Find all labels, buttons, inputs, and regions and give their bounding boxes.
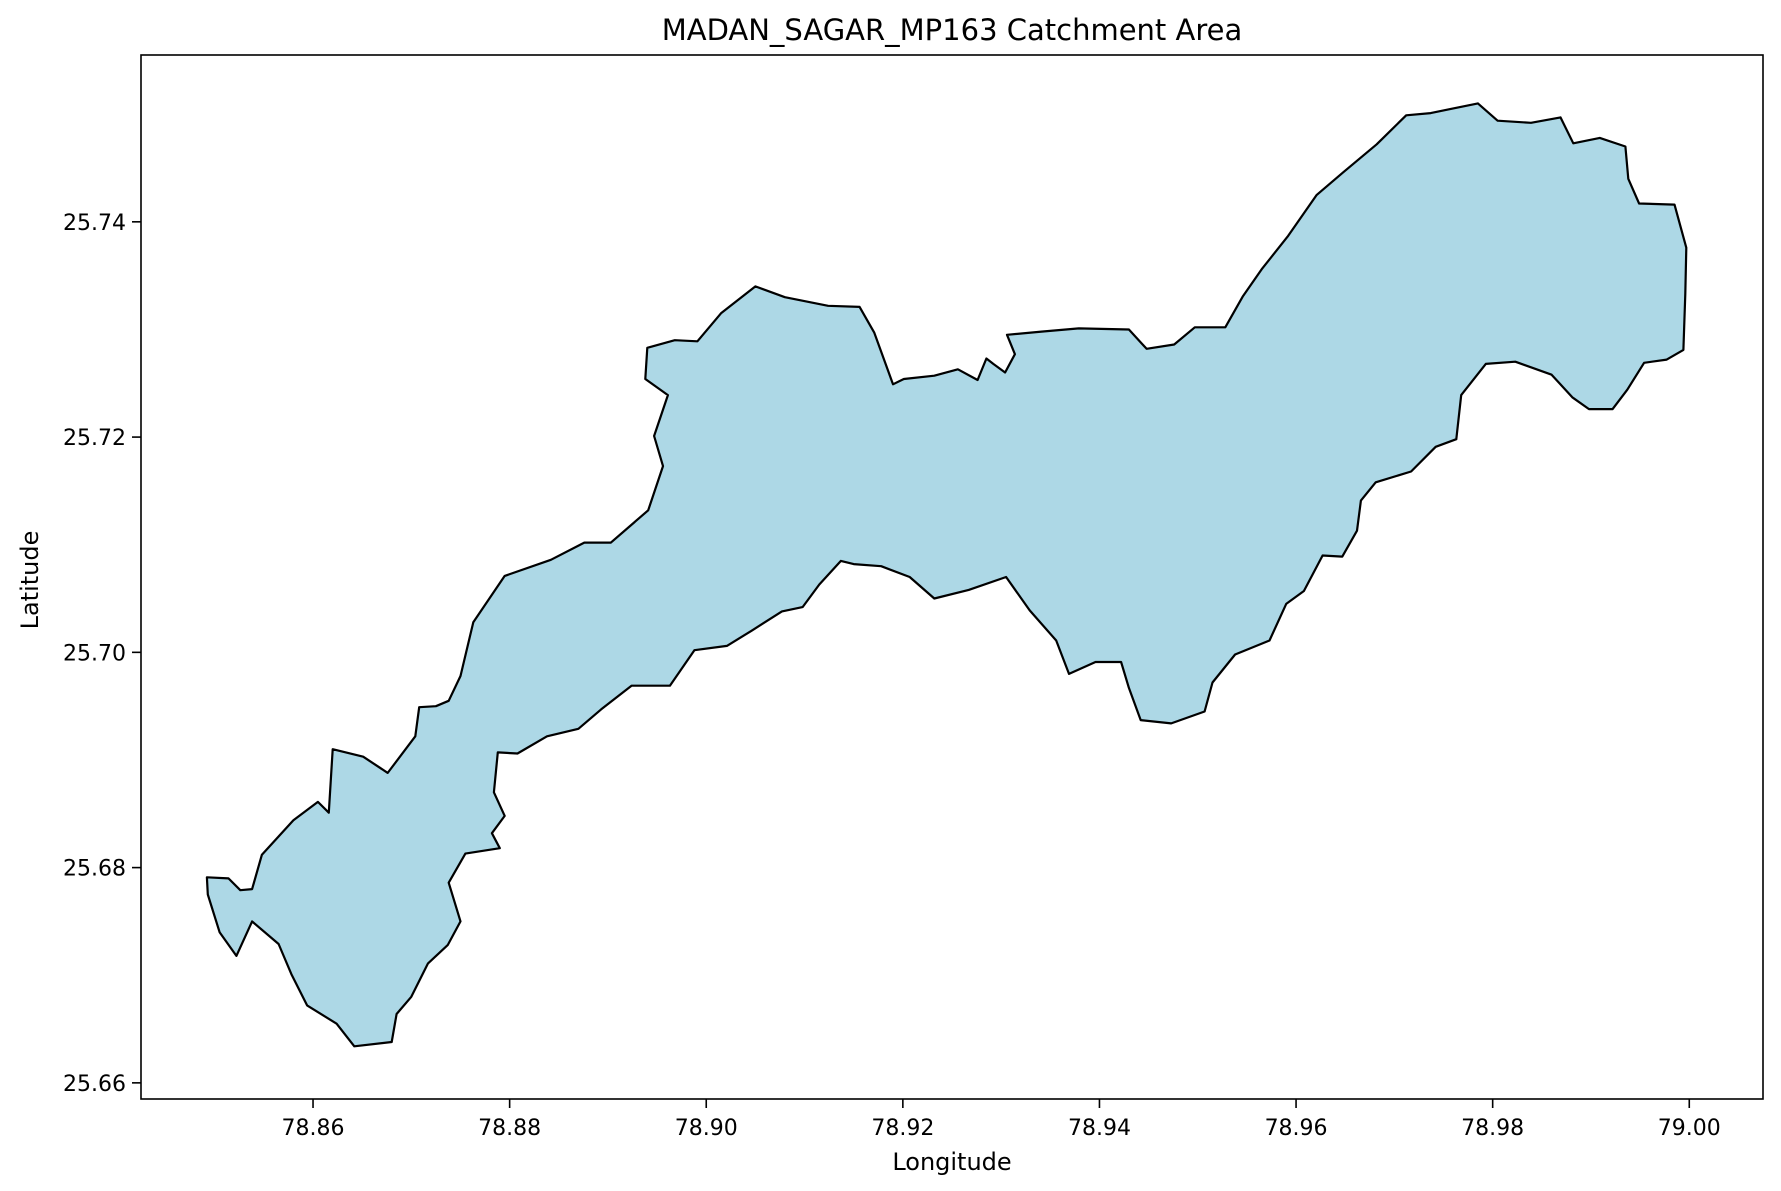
- catchment-polygon: [205, 102, 1688, 1048]
- x-tick-label: 78.98: [1461, 1116, 1524, 1141]
- x-axis: 78.86 78.88 78.90 78.92 78.94 78.96 78.98 79.00: [282, 1099, 1721, 1141]
- chart-title: MADAN_SAGAR_MP163 Catchment Area: [662, 13, 1243, 47]
- y-axis-label: Latitude: [16, 531, 44, 630]
- y-tick-label: 25.72: [63, 426, 126, 451]
- x-tick-label: 78.88: [478, 1116, 541, 1141]
- x-tick-label: 78.86: [282, 1116, 345, 1141]
- y-tick-label: 25.66: [63, 1072, 126, 1097]
- plot-frame: [140, 54, 1764, 1100]
- x-tick-label: 78.90: [675, 1116, 738, 1141]
- y-tick-label: 25.74: [63, 211, 126, 236]
- plot-area: [140, 54, 1764, 1100]
- x-tick-label: 78.92: [871, 1116, 934, 1141]
- x-tick-label: 79.00: [1658, 1116, 1721, 1141]
- x-tick-label: 78.94: [1068, 1116, 1131, 1141]
- y-axis: 25.66 25.68 25.70 25.72 25.74: [63, 211, 141, 1097]
- y-tick-label: 25.70: [63, 641, 126, 666]
- x-axis-label: Longitude: [892, 1148, 1011, 1176]
- y-tick-label: 25.68: [63, 857, 126, 882]
- x-tick-label: 78.96: [1265, 1116, 1328, 1141]
